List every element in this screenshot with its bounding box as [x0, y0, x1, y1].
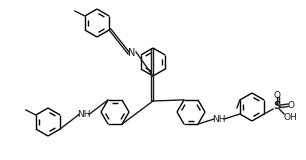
- Text: N: N: [129, 48, 136, 58]
- Text: O: O: [274, 91, 281, 100]
- Text: S: S: [273, 101, 281, 111]
- Text: NH: NH: [77, 110, 91, 119]
- Text: OH: OH: [283, 112, 297, 121]
- Text: NH: NH: [212, 115, 226, 124]
- Text: O: O: [288, 100, 295, 109]
